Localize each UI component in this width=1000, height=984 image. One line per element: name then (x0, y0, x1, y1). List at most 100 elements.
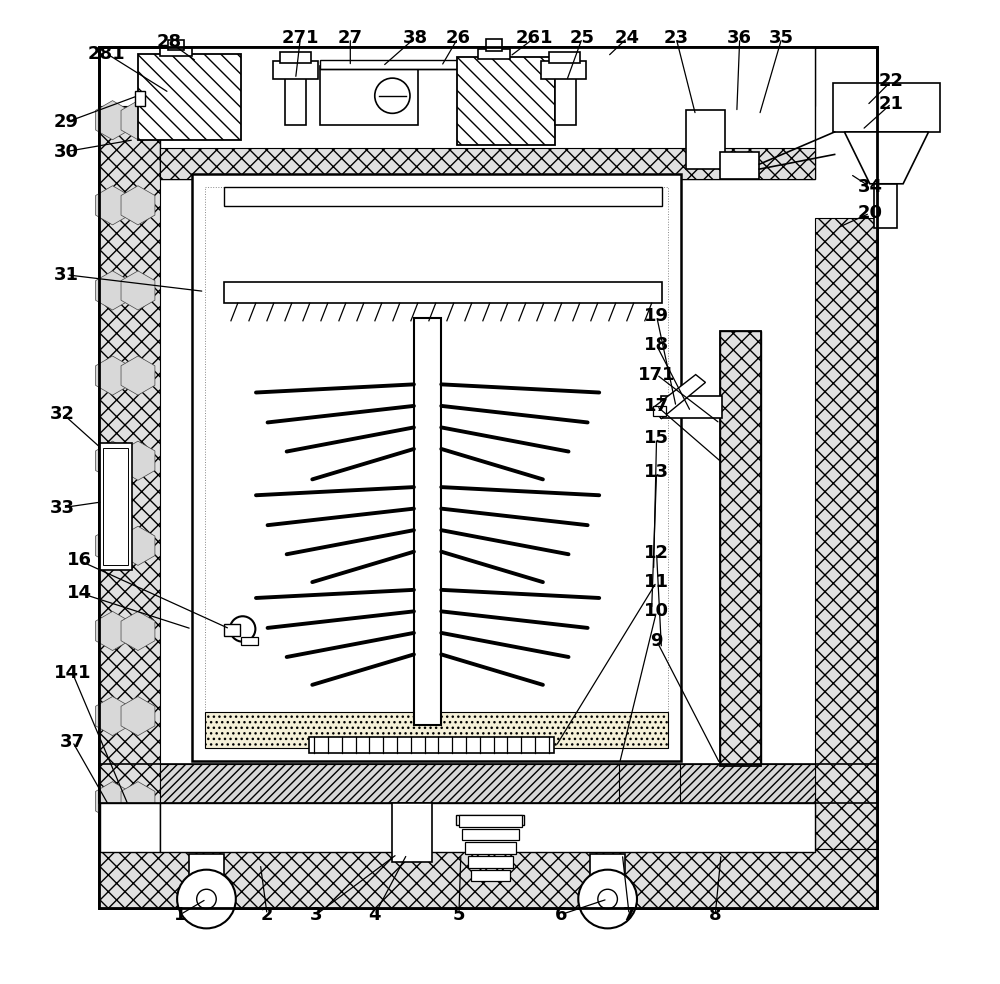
Bar (414, 318, 441, 725)
Bar (686, 110, 725, 169)
Bar (720, 152, 759, 179)
Bar (189, 854, 224, 884)
Bar (224, 624, 240, 636)
Bar (100, 803, 160, 852)
Text: 16: 16 (67, 551, 92, 570)
Bar (486, 39, 502, 51)
Bar (99, 849, 877, 908)
Bar (99, 47, 877, 908)
Text: 22: 22 (879, 72, 904, 91)
Bar (99, 764, 877, 803)
Text: 33: 33 (50, 499, 75, 517)
Bar (392, 803, 432, 862)
Bar (471, 870, 510, 882)
Bar (99, 47, 877, 908)
Bar (320, 66, 418, 125)
Bar (138, 54, 241, 140)
Bar (468, 856, 513, 868)
Text: 32: 32 (50, 404, 75, 423)
Bar (160, 48, 192, 56)
Text: 35: 35 (769, 29, 794, 47)
Text: 18: 18 (644, 337, 669, 354)
Bar (224, 187, 662, 207)
Bar (205, 187, 668, 749)
Text: 28: 28 (157, 32, 182, 51)
Text: 281: 281 (88, 44, 125, 63)
Text: 25: 25 (570, 29, 595, 47)
Bar (285, 61, 306, 125)
Bar (241, 637, 258, 645)
Bar (160, 803, 815, 852)
Circle shape (598, 890, 617, 909)
Text: 6: 6 (554, 905, 567, 924)
Text: 20: 20 (857, 204, 882, 222)
Polygon shape (652, 375, 705, 418)
Text: 5: 5 (453, 905, 465, 924)
Text: 10: 10 (644, 602, 669, 620)
Bar (103, 448, 128, 566)
Bar (457, 57, 555, 145)
Text: 26: 26 (445, 29, 470, 47)
Bar (160, 148, 815, 179)
Text: 17: 17 (644, 397, 669, 415)
Text: 24: 24 (615, 29, 640, 47)
Text: 3: 3 (310, 905, 322, 924)
Bar (160, 47, 815, 179)
Bar (224, 281, 662, 303)
Bar (168, 40, 184, 50)
Bar (653, 405, 666, 415)
Text: 31: 31 (54, 266, 79, 283)
Bar (462, 829, 519, 840)
Bar (99, 105, 160, 849)
Bar (874, 184, 897, 228)
Bar (590, 854, 625, 884)
Bar (160, 47, 815, 105)
Bar (555, 61, 576, 125)
Text: 30: 30 (54, 143, 79, 160)
Bar (192, 174, 681, 761)
Bar (205, 712, 668, 749)
Text: 11: 11 (644, 573, 669, 591)
Polygon shape (844, 132, 929, 184)
Text: 4: 4 (369, 905, 381, 924)
Text: 15: 15 (644, 429, 669, 447)
Text: 271: 271 (282, 29, 319, 47)
Text: 1: 1 (174, 905, 186, 924)
Bar (833, 83, 940, 132)
Bar (309, 737, 554, 753)
Text: 261: 261 (515, 29, 553, 47)
Bar (720, 331, 761, 766)
Circle shape (230, 616, 255, 642)
Bar (456, 815, 524, 825)
Bar (273, 61, 318, 79)
Text: 37: 37 (60, 732, 85, 751)
Bar (478, 49, 510, 59)
Bar (815, 218, 877, 849)
Text: 2: 2 (261, 905, 273, 924)
Text: 21: 21 (879, 94, 904, 112)
Text: 36: 36 (727, 29, 752, 47)
Text: 23: 23 (664, 29, 689, 47)
Text: 14: 14 (67, 584, 92, 602)
Text: 19: 19 (644, 307, 669, 325)
Text: 8: 8 (709, 905, 722, 924)
Bar (459, 815, 522, 827)
Text: 13: 13 (644, 463, 669, 481)
Bar (135, 91, 145, 106)
Bar (541, 61, 586, 79)
Bar (523, 47, 815, 105)
Circle shape (578, 870, 637, 928)
Text: 7: 7 (623, 905, 635, 924)
Bar (160, 764, 815, 803)
Text: 34: 34 (857, 178, 882, 196)
Bar (720, 331, 761, 766)
Bar (465, 842, 516, 854)
Bar (280, 52, 311, 63)
Text: 141: 141 (54, 664, 91, 682)
Circle shape (197, 890, 216, 909)
Bar (549, 52, 580, 63)
Text: 12: 12 (644, 544, 669, 562)
Text: 171: 171 (638, 366, 675, 384)
Text: 29: 29 (54, 113, 79, 131)
Text: 38: 38 (402, 29, 427, 47)
